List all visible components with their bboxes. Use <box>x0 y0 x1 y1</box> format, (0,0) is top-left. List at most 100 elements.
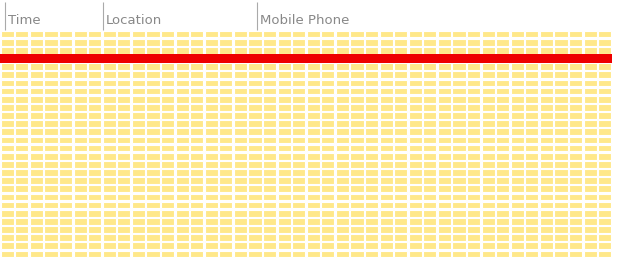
Bar <box>248 96 261 102</box>
Bar <box>438 202 451 208</box>
Bar <box>598 55 611 62</box>
Bar <box>234 31 247 37</box>
Bar <box>88 112 101 119</box>
Bar <box>554 104 568 111</box>
Bar <box>438 251 451 257</box>
Bar <box>481 194 495 200</box>
Bar <box>583 128 597 135</box>
Bar <box>1 234 14 241</box>
Bar <box>0 54 612 63</box>
Bar <box>394 96 407 102</box>
Bar <box>350 169 364 176</box>
Bar <box>394 145 407 151</box>
Bar <box>569 63 582 70</box>
Bar <box>321 153 335 159</box>
Bar <box>146 226 159 233</box>
Bar <box>15 234 28 241</box>
Bar <box>292 120 306 127</box>
Bar <box>380 31 392 37</box>
Bar <box>423 31 437 37</box>
Bar <box>452 194 466 200</box>
Bar <box>336 47 349 54</box>
Bar <box>598 31 611 37</box>
Bar <box>117 177 130 184</box>
Bar <box>292 55 306 62</box>
Bar <box>321 169 335 176</box>
Bar <box>190 169 203 176</box>
Bar <box>248 226 261 233</box>
Bar <box>219 96 232 102</box>
Bar <box>88 96 101 102</box>
Bar <box>496 210 509 216</box>
Bar <box>365 47 378 54</box>
Bar <box>409 136 422 143</box>
Bar <box>132 218 145 225</box>
Bar <box>540 145 553 151</box>
Bar <box>321 210 335 216</box>
Bar <box>365 251 378 257</box>
Bar <box>525 210 539 216</box>
Bar <box>540 136 553 143</box>
Bar <box>467 80 480 86</box>
Bar <box>598 120 611 127</box>
Bar <box>176 194 188 200</box>
Bar <box>569 104 582 111</box>
Bar <box>146 136 159 143</box>
Bar <box>467 251 480 257</box>
Bar <box>525 136 539 143</box>
Bar <box>45 47 57 54</box>
Bar <box>365 80 378 86</box>
Bar <box>540 96 553 102</box>
Bar <box>409 210 422 216</box>
Bar <box>117 31 130 37</box>
Bar <box>525 112 539 119</box>
Bar <box>380 71 392 78</box>
Bar <box>219 71 232 78</box>
Bar <box>292 177 306 184</box>
Bar <box>161 169 174 176</box>
Bar <box>15 136 28 143</box>
Bar <box>15 120 28 127</box>
Bar <box>30 80 43 86</box>
Bar <box>481 210 495 216</box>
Bar <box>569 243 582 249</box>
Bar <box>263 161 276 168</box>
Bar <box>481 96 495 102</box>
Bar <box>350 177 364 184</box>
Bar <box>1 47 14 54</box>
Bar <box>511 177 524 184</box>
Bar <box>292 186 306 192</box>
Bar <box>496 136 509 143</box>
Bar <box>409 251 422 257</box>
Bar <box>117 112 130 119</box>
Bar <box>1 63 14 70</box>
Bar <box>15 177 28 184</box>
Bar <box>350 47 364 54</box>
Bar <box>409 112 422 119</box>
Bar <box>117 153 130 159</box>
Bar <box>234 210 247 216</box>
Bar <box>365 186 378 192</box>
Bar <box>394 128 407 135</box>
Bar <box>554 202 568 208</box>
Bar <box>30 153 43 159</box>
Bar <box>103 202 116 208</box>
Bar <box>161 39 174 45</box>
Bar <box>598 96 611 102</box>
Bar <box>1 210 14 216</box>
Bar <box>117 80 130 86</box>
Bar <box>525 31 539 37</box>
Bar <box>74 55 87 62</box>
Bar <box>59 194 72 200</box>
Bar <box>467 120 480 127</box>
Bar <box>307 234 320 241</box>
Bar <box>481 120 495 127</box>
Bar <box>511 47 524 54</box>
Bar <box>88 194 101 200</box>
Bar <box>409 88 422 94</box>
Bar <box>15 96 28 102</box>
Bar <box>307 47 320 54</box>
Bar <box>307 63 320 70</box>
Bar <box>59 128 72 135</box>
Bar <box>569 177 582 184</box>
